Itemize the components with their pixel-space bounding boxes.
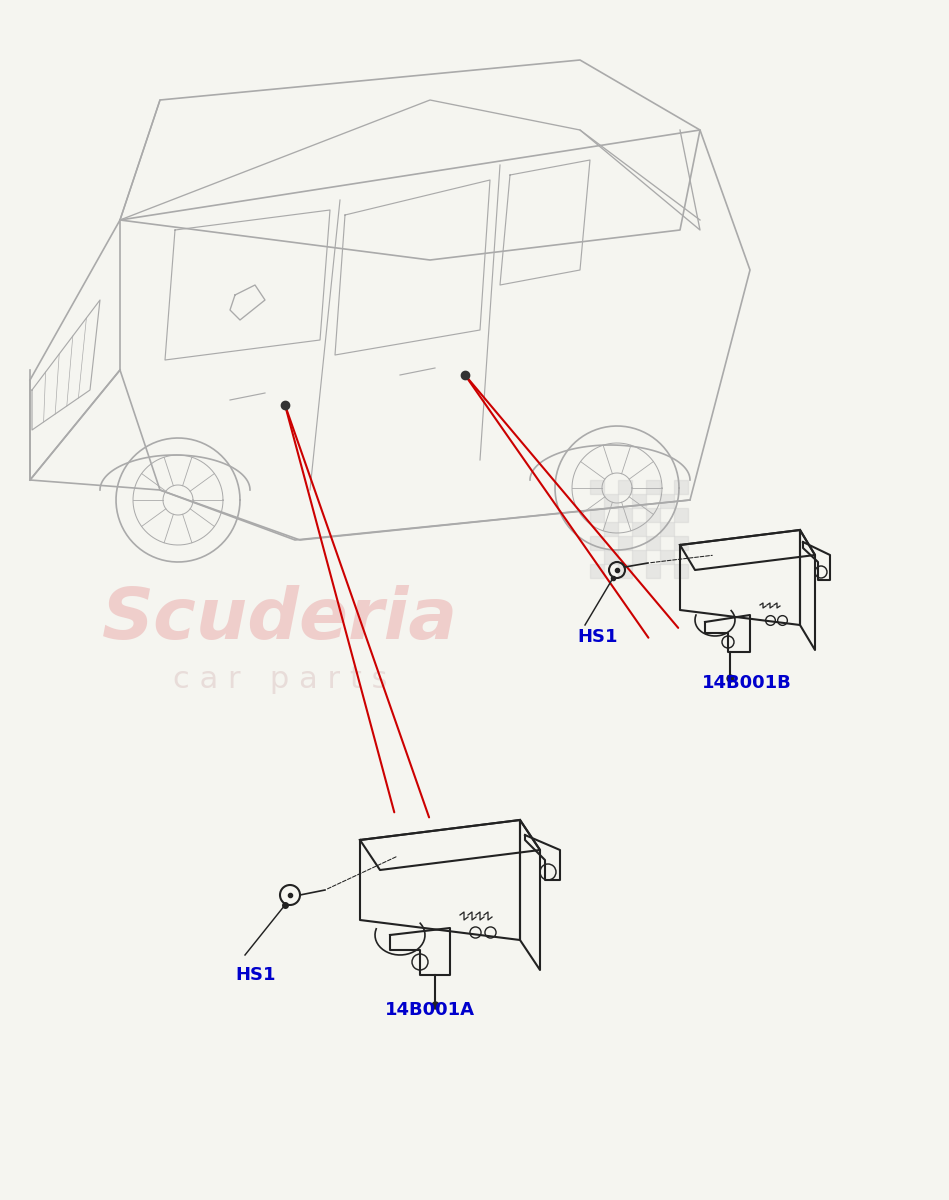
Bar (646, 508, 660, 522)
Bar (660, 550, 674, 564)
Bar (590, 536, 604, 550)
Bar (618, 564, 632, 578)
Bar (590, 480, 604, 494)
Bar (646, 480, 660, 494)
Text: HS1: HS1 (235, 966, 275, 984)
Bar (618, 508, 632, 522)
Bar (674, 480, 688, 494)
Text: Scuderia: Scuderia (102, 586, 458, 654)
Bar (632, 550, 646, 564)
Text: 14B001B: 14B001B (702, 674, 791, 692)
Bar (590, 508, 604, 522)
Bar (632, 494, 646, 508)
Text: c a r   p a r t s: c a r p a r t s (173, 666, 387, 695)
Bar (646, 536, 660, 550)
Bar (590, 564, 604, 578)
Bar (646, 564, 660, 578)
Bar (604, 494, 618, 508)
Bar (632, 522, 646, 536)
Bar (660, 522, 674, 536)
Bar (604, 522, 618, 536)
Bar (674, 508, 688, 522)
Text: HS1: HS1 (577, 628, 618, 646)
Bar (674, 564, 688, 578)
Bar (674, 536, 688, 550)
Bar (618, 536, 632, 550)
Text: 14B001A: 14B001A (385, 1001, 475, 1019)
Bar (660, 494, 674, 508)
Bar (618, 480, 632, 494)
Bar (604, 550, 618, 564)
